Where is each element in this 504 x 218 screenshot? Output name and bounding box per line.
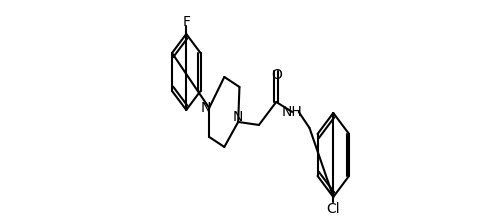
Text: N: N [201,101,211,115]
Text: O: O [271,68,282,82]
Text: NH: NH [282,105,302,119]
Text: F: F [182,15,191,29]
Text: Cl: Cl [327,202,340,216]
Text: N: N [233,109,243,124]
